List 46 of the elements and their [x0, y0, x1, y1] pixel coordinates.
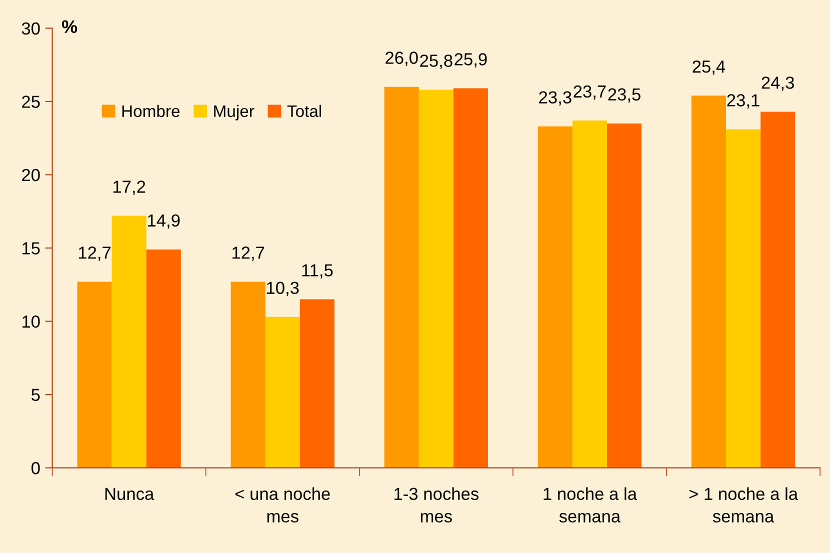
y-tick-label: 15	[22, 242, 40, 254]
data-label: 23,5	[608, 88, 640, 103]
data-label: 14,9	[148, 214, 180, 229]
x-tick-label: 1-3 noches mes	[394, 487, 478, 523]
y-tick-label: 10	[22, 315, 40, 328]
bar	[300, 299, 334, 468]
legend-label: Mujer	[214, 104, 254, 120]
data-label: 23,3	[539, 91, 572, 106]
x-tick-label: > 1 noche a la semana	[689, 487, 798, 523]
bar	[146, 249, 181, 468]
x-tick-label: Nunca	[105, 488, 154, 500]
legend-label: Hombre	[122, 104, 180, 118]
data-label: 10,3	[267, 282, 299, 296]
bar	[760, 112, 796, 468]
y-tick-label: 30	[22, 22, 40, 35]
data-label: 12,7	[78, 246, 111, 261]
y-tick-label: 0	[32, 462, 40, 474]
data-label: 25,9	[454, 53, 487, 68]
bar	[230, 282, 266, 468]
bar	[606, 123, 642, 468]
data-label: 25,4	[692, 60, 726, 75]
data-label: 24,3	[762, 76, 794, 91]
bar	[726, 129, 761, 468]
bar	[572, 120, 607, 468]
bar	[691, 96, 726, 468]
y-tick-label: 20	[22, 168, 40, 182]
bar	[112, 216, 146, 468]
legend-label: Total	[287, 104, 322, 118]
bar	[453, 88, 488, 468]
x-tick-label: 1 noche a la semana	[544, 487, 638, 523]
data-label: 23,1	[727, 94, 760, 108]
data-label: 12,7	[232, 246, 264, 261]
y-axis-title: %	[62, 20, 78, 34]
bar	[538, 126, 572, 468]
bar	[77, 282, 112, 468]
x-tick-label: < una noche mes	[235, 487, 330, 523]
bar	[384, 86, 419, 468]
y-tick-label: 5	[32, 388, 40, 402]
bar	[418, 90, 454, 468]
bar	[265, 316, 300, 468]
y-tick-label: 25	[22, 96, 40, 108]
data-label: 26,0	[386, 52, 418, 66]
data-label: 11,5	[302, 264, 333, 278]
data-label: 25,8	[420, 54, 452, 69]
data-label: 23,7	[574, 85, 606, 100]
data-label: 17,2	[113, 180, 146, 195]
